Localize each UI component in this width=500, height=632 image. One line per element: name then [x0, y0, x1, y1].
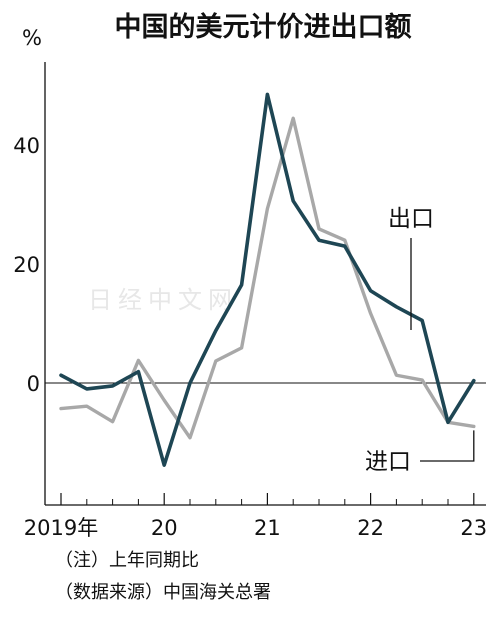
- y-tick-label: 20: [13, 253, 40, 277]
- series-line-import: [59, 116, 476, 440]
- x-tick-label: 2019年: [24, 516, 98, 540]
- chart-title: 中国的美元计价进出口额: [115, 11, 412, 43]
- footnote: （注）上年同期比: [55, 550, 199, 571]
- series-label-import: 进口: [365, 449, 411, 475]
- leader-line-import: [420, 430, 475, 462]
- footnote: （数据来源）中国海关总署: [55, 582, 271, 603]
- series-line-export: [59, 92, 476, 467]
- notes: （注）上年同期比 （数据来源）中国海关总署: [55, 550, 271, 603]
- x-tick-label: 22: [357, 516, 384, 540]
- y-axis-unit: %: [22, 26, 42, 50]
- series-label-export: 出口: [388, 206, 434, 232]
- y-tick-label: 0: [27, 372, 40, 396]
- x-tick-label: 21: [254, 516, 281, 540]
- x-tick-label: 20: [151, 516, 178, 540]
- axes: 0 20 40 2019年 20 21 22 23: [13, 62, 487, 540]
- watermark: 日经中文网: [88, 286, 238, 314]
- series-layer: [59, 92, 476, 467]
- x-tick-label: 23: [460, 516, 487, 540]
- y-tick-label: 40: [13, 134, 40, 158]
